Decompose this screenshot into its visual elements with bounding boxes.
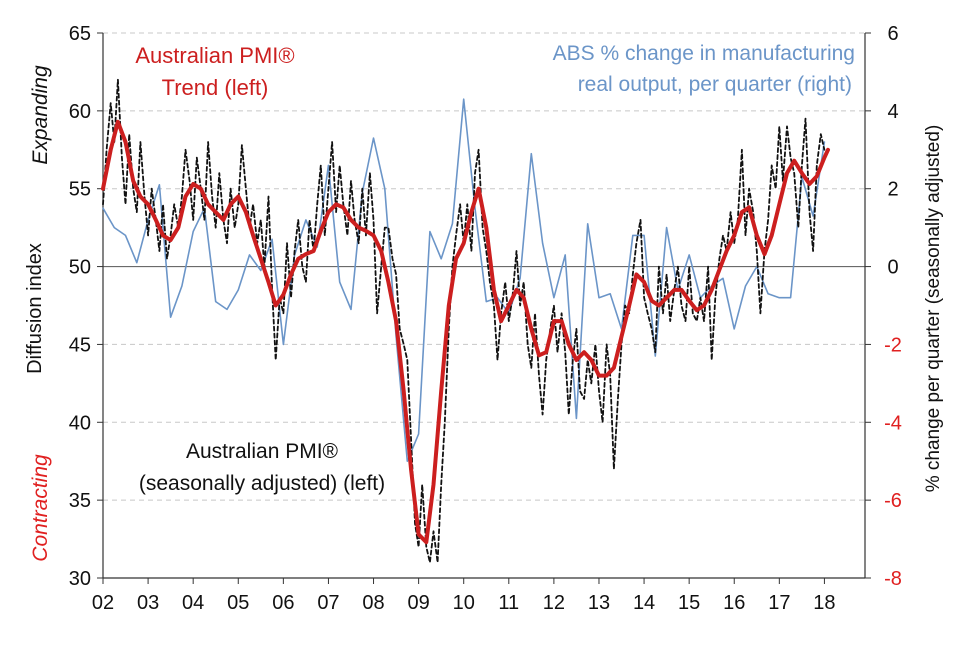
x-tick-label: 08 — [362, 592, 384, 614]
x-tick-label: 05 — [227, 592, 249, 614]
left-tick-label: 60 — [69, 101, 91, 123]
x-tick-label: 11 — [498, 592, 519, 614]
left-tick-label: 50 — [69, 257, 91, 279]
right-tick-label: 0 — [887, 257, 898, 279]
x-tick-label: 12 — [543, 592, 565, 614]
right-tick-label: -2 — [884, 334, 902, 356]
x-tick-label: 17 — [768, 592, 790, 614]
x-tick-label: 03 — [137, 592, 159, 614]
x-tick-label: 14 — [633, 592, 655, 614]
right-axis-title: % change per quarter (seasonally adjuste… — [923, 125, 944, 493]
right-tick-label: 6 — [887, 23, 898, 45]
left-tick-label: 55 — [69, 179, 91, 201]
label-layer: Diffusion index % change per quarter (sea… — [24, 42, 944, 562]
right-tick-label: -6 — [884, 490, 902, 512]
right-tick-label: -4 — [884, 412, 902, 434]
x-tick-label: 06 — [272, 592, 294, 614]
trend-annotation-line2: Trend (left) — [162, 75, 269, 100]
trend-annotation-line1: Australian PMI® — [135, 43, 294, 68]
series-abs-manufacturing-output — [102, 98, 826, 462]
x-tick-label: 16 — [723, 592, 745, 614]
x-tick-label: 13 — [588, 592, 610, 614]
x-tick-label: 04 — [182, 592, 204, 614]
x-tick-label: 15 — [678, 592, 700, 614]
left-tick-label: 35 — [69, 490, 91, 512]
contracting-label: Contracting — [29, 454, 52, 562]
x-tick-label: 07 — [317, 592, 339, 614]
series-pmi-trend — [101, 119, 830, 545]
right-tick-label: 4 — [887, 101, 898, 123]
x-tick-label: 10 — [453, 592, 475, 614]
expanding-label: Expanding — [29, 65, 52, 165]
left-tick-label: 65 — [69, 23, 91, 45]
pmi-annotation-line2: (seasonally adjusted) (left) — [139, 472, 385, 495]
left-tick-label: 40 — [69, 412, 91, 434]
pmi-annotation-line1: Australian PMI® — [186, 440, 339, 463]
grid-layer — [103, 32, 865, 501]
abs-annotation-line1: ABS % change in manufacturing — [553, 42, 855, 65]
x-tick-label: 09 — [407, 592, 429, 614]
left-axis-title: Diffusion index — [24, 243, 46, 374]
right-tick-label: 2 — [887, 179, 898, 201]
x-tick-label: 18 — [813, 592, 835, 614]
left-tick-label: 30 — [69, 568, 91, 590]
left-tick-label: 45 — [69, 334, 91, 356]
x-tick-label: 02 — [92, 592, 114, 614]
abs-annotation-line2: real output, per quarter (right) — [578, 73, 852, 96]
series-layer — [101, 78, 830, 564]
right-tick-label: -8 — [884, 568, 902, 590]
